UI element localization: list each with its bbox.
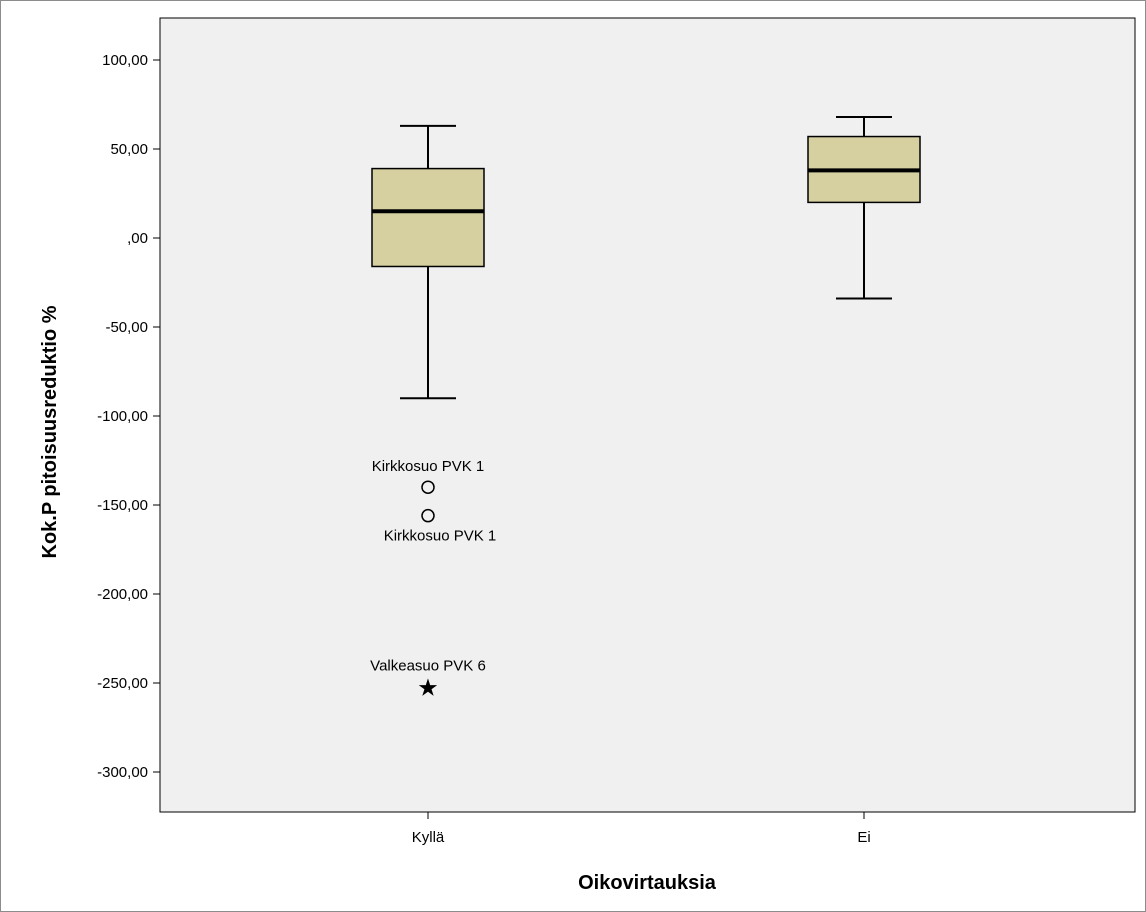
outlier-marker	[421, 480, 435, 494]
plot-area	[159, 17, 1136, 813]
y-axis-title: Kok.P pitoisuusreduktio %	[39, 305, 61, 558]
y-tick-label: -250,00	[97, 675, 148, 692]
y-tick-label: -300,00	[97, 764, 148, 781]
y-axis: 100,00 50,00 ,00 -50,00 -100,00 -150,00 -200,0…	[97, 52, 160, 781]
y-tick-label: -200,00	[97, 586, 148, 603]
outlier-label: Kirkkosuo PVK 1	[384, 528, 497, 545]
iqr-box	[371, 167, 485, 268]
x-tick-label: Ei	[857, 829, 870, 846]
y-tick-label: 100,00	[102, 52, 148, 69]
outlier-label: Kirkkosuo PVK 1	[372, 458, 485, 475]
boxes: Kirkkosuo PVK 1 Kirkkosuo PVK 1 ★ Valkeasuo…	[370, 115, 921, 700]
x-tick-label: Kyllä	[412, 829, 445, 846]
y-tick-label: ,00	[127, 230, 148, 247]
y-tick-label: -150,00	[97, 497, 148, 514]
x-axis: Kyllä Ei	[412, 812, 871, 846]
y-tick-label: -50,00	[105, 319, 148, 336]
box-group-ei	[807, 115, 921, 300]
y-tick-label: -100,00	[97, 408, 148, 425]
y-tick-label: 50,00	[110, 141, 148, 158]
extreme-marker: ★	[419, 678, 437, 700]
outlier-marker	[421, 508, 435, 523]
outlier-label: Valkeasuo PVK 6	[370, 658, 486, 675]
x-axis-title: Oikovirtauksia	[578, 872, 717, 894]
box-group-kylla: Kirkkosuo PVK 1 Kirkkosuo PVK 1 ★ Valkeasuo…	[370, 124, 497, 700]
